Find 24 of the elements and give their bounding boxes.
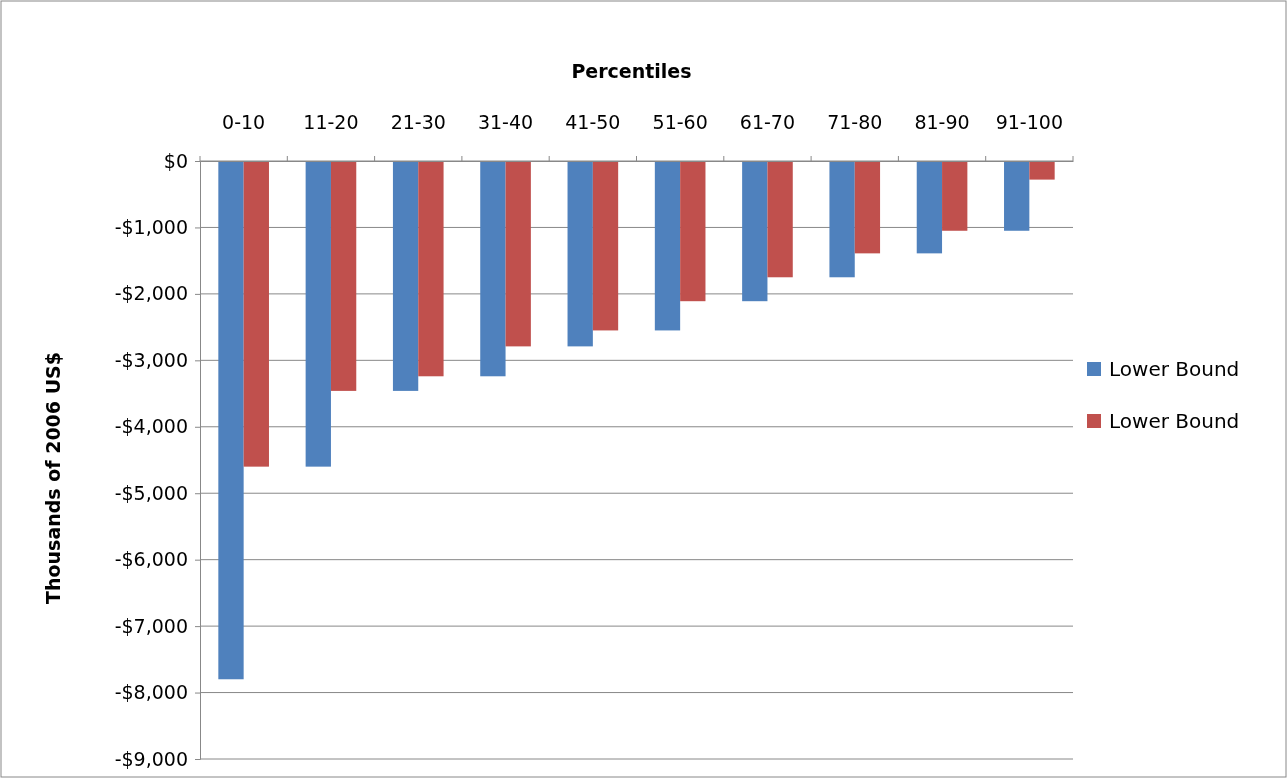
x-tick-label: 11-20 (303, 111, 359, 133)
legend-label: Lower Bound (1109, 409, 1240, 433)
x-tick-label: 51-60 (652, 111, 708, 133)
y-tick-label: -$3,000 (114, 348, 188, 371)
x-tick-label: 91-100 (995, 111, 1064, 133)
y-axis-title: Thousands of 2006 US$ (42, 351, 64, 605)
x-tick-label: 61-70 (739, 111, 796, 133)
y-tick-label: -$8,000 (114, 681, 188, 704)
x-tick-label: 21-30 (390, 111, 446, 133)
x-tick-label: 81-90 (914, 111, 970, 133)
y-tick-label: -$9,000 (114, 747, 188, 770)
y-tick-label: -$6,000 (114, 548, 188, 571)
y-tick-label: -$2,000 (114, 282, 188, 305)
y-tick-label: -$7,000 (114, 614, 188, 637)
x-tick-label: 31-40 (477, 111, 534, 133)
x-tick-label: 41-50 (565, 111, 621, 133)
legend-label: Lower Bound (1109, 357, 1240, 381)
x-tick-label: 71-80 (827, 111, 883, 133)
y-tick-label: -$4,000 (114, 415, 188, 438)
x-axis-title: Percentiles (571, 60, 692, 82)
y-tick-label: -$1,000 (114, 216, 188, 239)
y-tick-label: -$5,000 (114, 481, 188, 504)
x-tick-label: 0-10 (222, 111, 266, 133)
y-tick-label: $0 (163, 149, 188, 172)
